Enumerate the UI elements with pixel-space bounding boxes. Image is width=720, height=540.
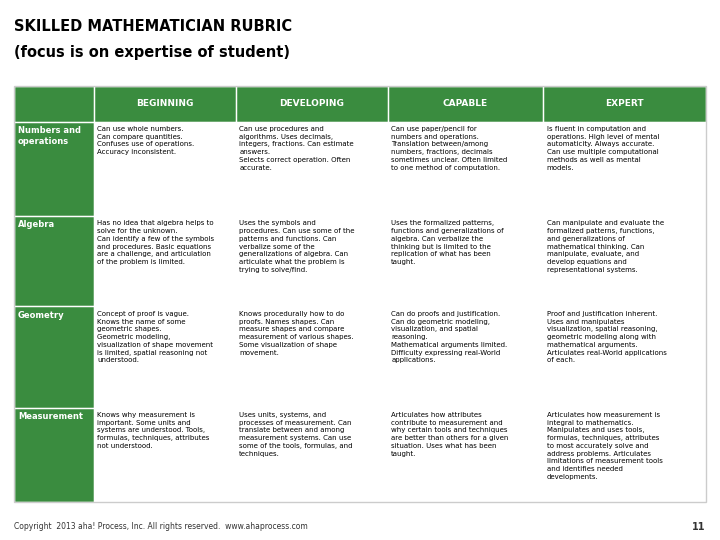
Bar <box>235 86 387 122</box>
Bar <box>14 86 94 122</box>
Text: Articulates how attributes
contribute to measurement and
why certain tools and t: Articulates how attributes contribute to… <box>391 412 508 457</box>
Text: Knows why measurement is
important. Some units and
systems are understood. Tools: Knows why measurement is important. Some… <box>97 412 210 449</box>
Bar <box>543 307 706 408</box>
Bar <box>235 307 387 408</box>
Text: Is fluent in computation and
operations. High level of mental
automaticity. Alwa: Is fluent in computation and operations.… <box>546 126 659 171</box>
Text: Copyright  2013 aha! Process, Inc. All rights reserved.  www.ahaprocess.com: Copyright 2013 aha! Process, Inc. All ri… <box>14 522 308 531</box>
Bar <box>387 86 543 122</box>
Bar <box>387 122 543 216</box>
Bar <box>387 216 543 307</box>
Text: Has no idea that algebra helps to
solve for the unknown.
Can identify a few of t: Has no idea that algebra helps to solve … <box>97 220 215 265</box>
Text: Can manipulate and evaluate the
formalized patterns, functions,
and generalizati: Can manipulate and evaluate the formaliz… <box>546 220 664 273</box>
Text: Can do proofs and justification.
Can do geometric modeling,
visualization, and s: Can do proofs and justification. Can do … <box>391 311 508 363</box>
Text: Articulates how measurement is
integral to mathematics.
Manipulates and uses too: Articulates how measurement is integral … <box>546 412 662 480</box>
Text: Numbers and
operations: Numbers and operations <box>18 126 81 146</box>
Bar <box>14 408 94 502</box>
Bar <box>543 86 706 122</box>
Bar <box>14 86 706 502</box>
Text: Algebra: Algebra <box>18 220 55 230</box>
Bar <box>235 408 387 502</box>
Bar <box>94 408 235 502</box>
Text: 11: 11 <box>692 522 706 531</box>
Bar <box>543 122 706 216</box>
Bar <box>14 216 94 307</box>
Text: BEGINNING: BEGINNING <box>136 99 194 109</box>
Text: Uses the symbols and
procedures. Can use some of the
patterns and functions. Can: Uses the symbols and procedures. Can use… <box>239 220 355 273</box>
Text: SKILLED MATHEMATICIAN RUBRIC: SKILLED MATHEMATICIAN RUBRIC <box>14 19 292 34</box>
Text: (focus is on expertise of student): (focus is on expertise of student) <box>14 45 290 60</box>
Bar <box>14 122 94 216</box>
Text: Uses units, systems, and
processes of measurement. Can
translate between and amo: Uses units, systems, and processes of me… <box>239 412 353 457</box>
Text: EXPERT: EXPERT <box>605 99 644 109</box>
Bar <box>94 216 235 307</box>
Bar <box>235 122 387 216</box>
Text: Can use paper/pencil for
numbers and operations.
Translation between/among
numbe: Can use paper/pencil for numbers and ope… <box>391 126 508 171</box>
Text: Measurement: Measurement <box>18 412 83 421</box>
Bar <box>543 408 706 502</box>
Text: Geometry: Geometry <box>18 311 65 320</box>
Text: DEVELOPING: DEVELOPING <box>279 99 344 109</box>
Text: Concept of proof is vague.
Knows the name of some
geometric shapes.
Geometric mo: Concept of proof is vague. Knows the nam… <box>97 311 214 363</box>
Text: Knows procedurally how to do
proofs. Names shapes. Can
measure shapes and compar: Knows procedurally how to do proofs. Nam… <box>239 311 354 355</box>
Bar <box>387 408 543 502</box>
Bar <box>235 216 387 307</box>
Text: CAPABLE: CAPABLE <box>443 99 488 109</box>
Bar <box>94 307 235 408</box>
Bar <box>94 122 235 216</box>
Bar <box>14 307 94 408</box>
Text: Proof and justification inherent.
Uses and manipulates
visualization, spatial re: Proof and justification inherent. Uses a… <box>546 311 667 363</box>
Bar <box>94 86 235 122</box>
Text: Uses the formalized patterns,
functions and generalizations of
algebra. Can verb: Uses the formalized patterns, functions … <box>391 220 504 265</box>
Text: Can use procedures and
algorithms. Uses decimals,
integers, fractions. Can estim: Can use procedures and algorithms. Uses … <box>239 126 354 171</box>
Bar <box>543 216 706 307</box>
Bar <box>387 307 543 408</box>
Text: Can use whole numbers.
Can compare quantities.
Confuses use of operations.
Accur: Can use whole numbers. Can compare quant… <box>97 126 194 155</box>
